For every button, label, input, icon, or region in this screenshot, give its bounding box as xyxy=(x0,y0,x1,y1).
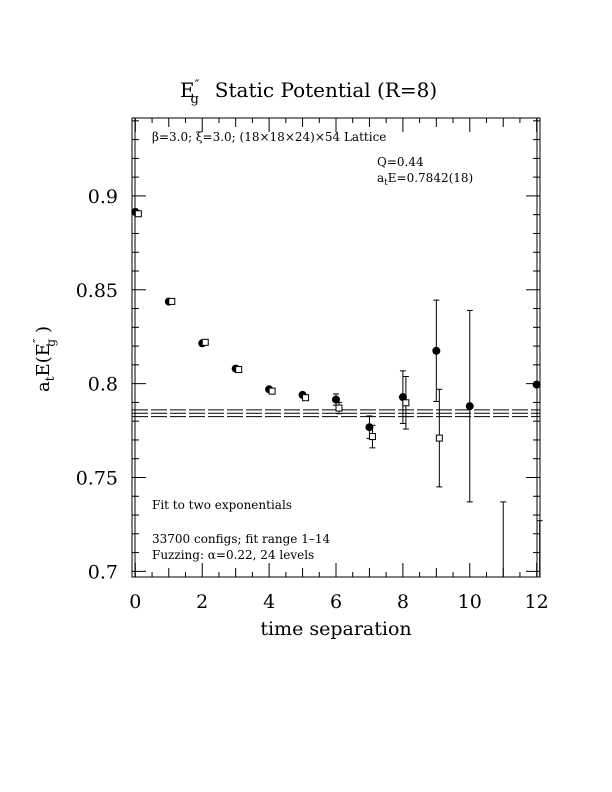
x-tick-labels: 0 2 4 6 8 10 12 xyxy=(129,591,548,613)
chart-subtitle: β=3.0; ξ=3.0; (18×18×24)×54 Lattice xyxy=(152,130,386,144)
y-axis-label: atE(E″g) xyxy=(31,326,58,392)
configs-annotation: 33700 configs; fit range 1–14 xyxy=(152,532,330,546)
ylabel-a: a xyxy=(33,381,54,392)
data-point-filled xyxy=(432,346,441,355)
data-markers xyxy=(131,207,541,442)
data-point-filled xyxy=(332,395,340,404)
y-tick-labels: 0.7 0.75 0.8 0.85 0.9 xyxy=(76,186,118,583)
x-tick-label: 4 xyxy=(263,591,275,613)
data-point-open xyxy=(134,210,142,218)
energy-a: a xyxy=(377,171,384,185)
plot-area xyxy=(131,117,543,578)
ylabel-close: ) xyxy=(33,326,54,333)
x-tick-label: 0 xyxy=(129,591,141,613)
y-tick-label: 0.9 xyxy=(88,186,118,208)
data-point-open xyxy=(302,394,310,402)
title-prime: ″ xyxy=(195,78,200,93)
q-annotation: Q=0.44 xyxy=(377,155,424,169)
x-tick-label: 6 xyxy=(330,591,342,613)
energy-rest: E=0.7842(18) xyxy=(388,171,473,185)
x-tick-label: 8 xyxy=(397,591,409,613)
energy-annotation: atE=0.7842(18) xyxy=(377,171,473,188)
x-axis-label: time separation xyxy=(260,618,411,640)
data-point-filled xyxy=(398,393,407,402)
data-point-filled xyxy=(465,402,474,411)
x-tick-label: 2 xyxy=(196,591,208,613)
fit-annotation: Fit to two exponentials xyxy=(152,498,292,512)
title-sub: g xyxy=(190,92,198,107)
axis-ticks xyxy=(132,118,540,577)
data-point-open xyxy=(201,338,209,346)
ylabel-sub: g xyxy=(44,339,58,347)
data-point-open xyxy=(168,297,176,305)
chart-title: E″ g Static Potential (R=8) xyxy=(180,78,437,107)
fuzzing-annotation: Fuzzing: α=0.22, 24 levels xyxy=(152,548,314,562)
x-tick-label: 12 xyxy=(525,591,549,613)
data-point-filled xyxy=(532,380,541,389)
data-point-open xyxy=(268,387,276,395)
y-tick-label: 0.7 xyxy=(88,561,118,583)
title-e: E xyxy=(180,78,195,102)
y-tick-label: 0.75 xyxy=(76,468,118,490)
title-rest: Static Potential (R=8) xyxy=(215,78,437,102)
y-tick-label: 0.8 xyxy=(88,374,118,396)
data-point-open xyxy=(368,433,376,441)
ylabel-prime: ″ xyxy=(31,338,45,343)
ylabel-a-sub: t xyxy=(43,376,57,381)
data-point-open xyxy=(235,366,243,374)
data-point-open xyxy=(402,399,410,407)
y-tick-label: 0.85 xyxy=(76,280,118,302)
data-point-filled xyxy=(365,423,374,432)
data-point-open xyxy=(435,434,443,442)
ylabel-e: E(E xyxy=(33,343,54,376)
data-point-open xyxy=(335,404,343,412)
energy-sub: t xyxy=(384,178,388,188)
x-tick-label: 10 xyxy=(458,591,482,613)
